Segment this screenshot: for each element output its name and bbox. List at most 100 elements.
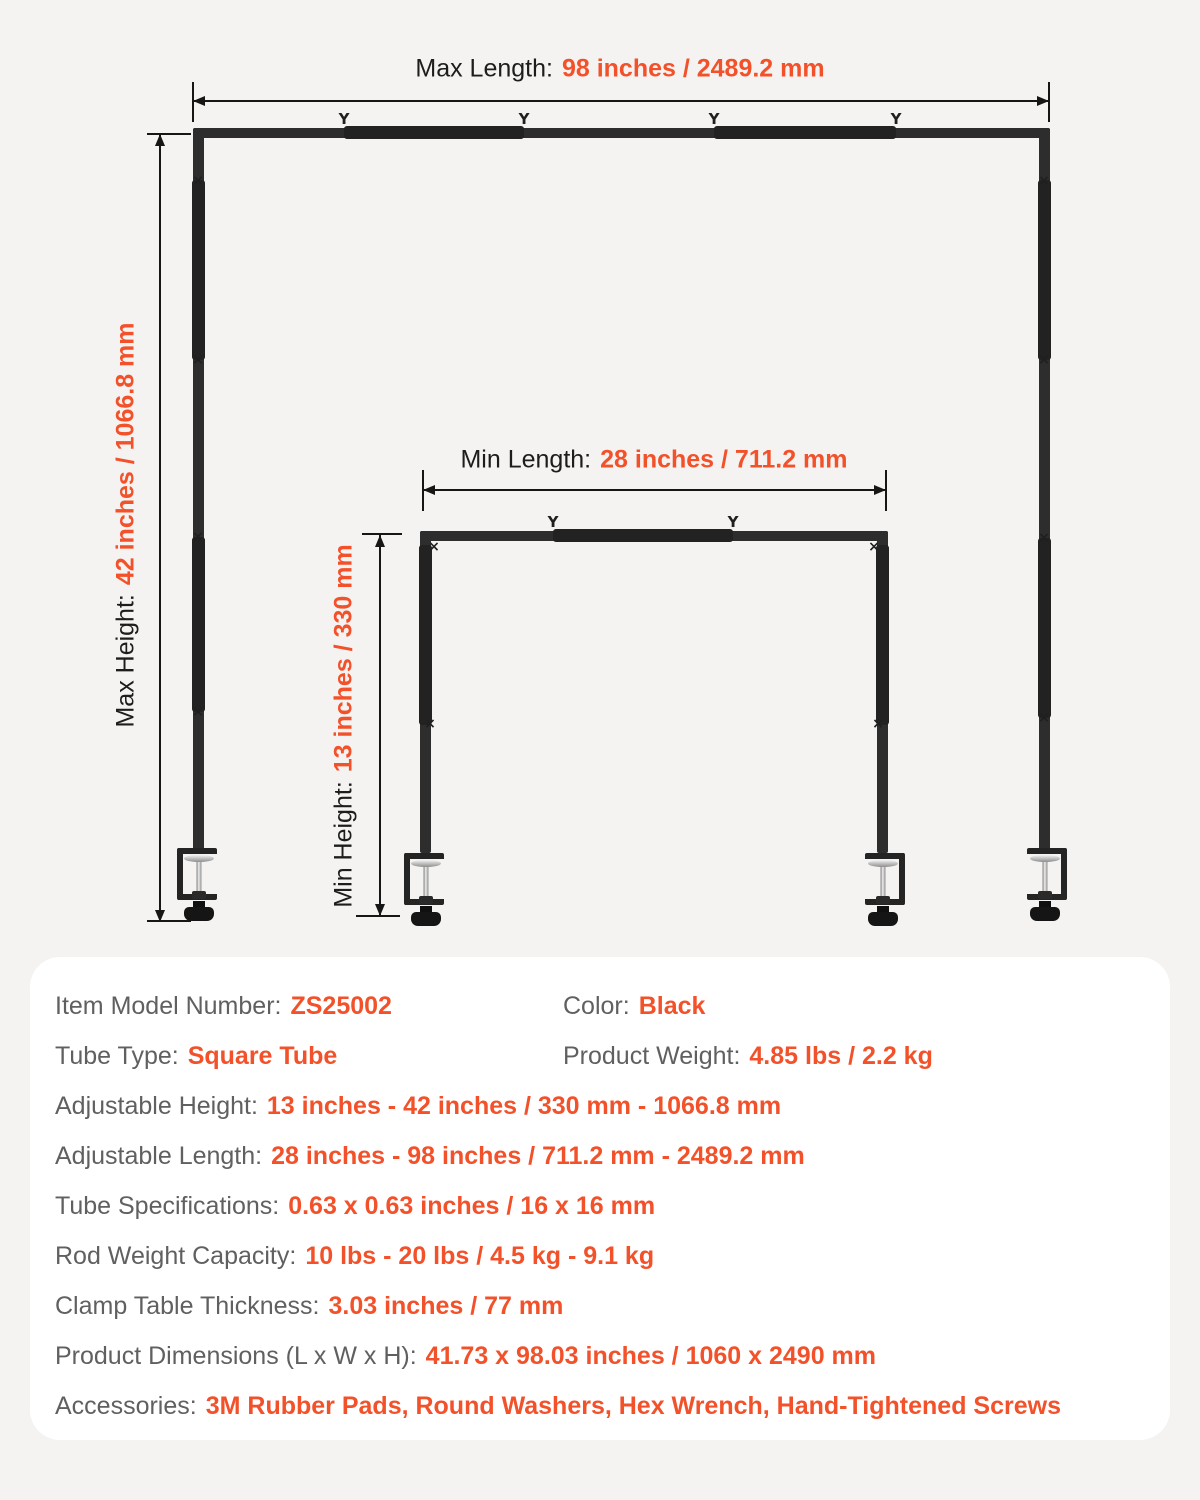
thumb-screw-icon: × <box>1038 530 1050 546</box>
thumb-screw-icon: Y <box>727 513 739 531</box>
spec-label: Tube Specifications: <box>55 1191 280 1220</box>
arrowhead-icon <box>375 535 385 547</box>
spec-card: Item Model Number: ZS25002 Color: Black … <box>30 957 1170 1440</box>
thumb-screw-icon: × <box>1038 710 1050 726</box>
spec-product-dimensions: Product Dimensions (L x W x H): 41.73 x … <box>55 1331 1145 1381</box>
thumb-screw-icon: × <box>1038 352 1050 368</box>
thumb-screw-icon: × <box>192 352 204 368</box>
table-clamp <box>176 846 222 926</box>
tube-joint <box>419 545 432 725</box>
thumb-screw-icon: Y <box>518 110 530 128</box>
spec-label: Product Weight: <box>563 1041 741 1070</box>
spec-value: 10 lbs - 20 lbs / 4.5 kg - 9.1 kg <box>305 1241 655 1270</box>
max-height-label: Max Height: 42 inches / 1066.8 mm <box>112 322 141 727</box>
clamp-knob-stem <box>877 906 889 914</box>
min-length-label: Min Length: 28 inches / 711.2 mm <box>460 446 847 475</box>
spec-value: 3.03 inches / 77 mm <box>328 1291 564 1320</box>
spec-adjustable-length: Adjustable Length: 28 inches - 98 inches… <box>55 1131 1145 1181</box>
clamp-washer <box>411 860 441 867</box>
clamp-washer <box>868 860 898 867</box>
thumb-screw-icon: Y <box>708 110 720 128</box>
tube-joint <box>192 180 205 360</box>
clamp-knob <box>411 912 441 926</box>
dimension-tick <box>1048 82 1050 122</box>
tube-joint <box>1038 180 1051 360</box>
min-height-label: Min Height: 13 inches / 330 mm <box>330 544 359 907</box>
spec-label: Tube Type: <box>55 1041 179 1070</box>
clamp-screw-rod <box>1042 859 1048 894</box>
dimension-tick <box>885 470 887 511</box>
thumb-screw-icon: × <box>192 529 204 545</box>
spec-tube-type: Tube Type: Square Tube <box>55 1031 563 1081</box>
max-frame-top-tube <box>193 128 1050 138</box>
dimension-label-text: Max Height: <box>111 594 140 728</box>
spec-item-model-number: Item Model Number: ZS25002 <box>55 981 563 1031</box>
clamp-knob <box>1030 907 1060 921</box>
spec-value: 3M Rubber Pads, Round Washers, Hex Wrenc… <box>205 1391 1061 1420</box>
dimension-value-text: 13 inches / 330 mm <box>329 544 358 773</box>
arrowhead-icon <box>193 96 205 106</box>
dimension-tick <box>362 533 402 535</box>
thumb-screw-icon: × <box>872 716 884 732</box>
spec-accessories: Accessories: 3M Rubber Pads, Round Washe… <box>55 1381 1145 1431</box>
tube-joint <box>553 529 733 542</box>
clamp-nut <box>1038 891 1052 899</box>
thumb-screw-icon: Y <box>338 110 350 128</box>
clamp-washer <box>1030 855 1060 862</box>
arrowhead-icon <box>1037 96 1049 106</box>
clamp-screw-rod <box>880 864 886 899</box>
dimension-tick <box>147 133 191 135</box>
spec-adjustable-height: Adjustable Height: 13 inches - 42 inches… <box>55 1081 1145 1131</box>
max-length-label: Max Length: 98 inches / 2489.2 mm <box>415 55 824 84</box>
min-height-dimension-line <box>379 535 381 916</box>
thumb-screw-icon: × <box>424 716 436 732</box>
arrowhead-icon <box>423 485 435 495</box>
clamp-nut <box>876 896 890 904</box>
spec-value: 4.85 lbs / 2.2 kg <box>749 1041 933 1070</box>
clamp-knob-stem <box>1039 901 1051 909</box>
spec-value: ZS25002 <box>290 991 392 1020</box>
tube-joint <box>714 126 896 139</box>
spec-value: 0.63 x 0.63 inches / 16 x 16 mm <box>288 1191 656 1220</box>
spec-rod-weight-capacity: Rod Weight Capacity: 10 lbs - 20 lbs / 4… <box>55 1231 1145 1281</box>
clamp-knob <box>184 907 214 921</box>
tube-joint <box>1038 538 1051 718</box>
thumb-screw-icon: × <box>192 173 204 189</box>
spec-label: Product Dimensions (L x W x H): <box>55 1341 417 1370</box>
dimension-label-text: Min Length: <box>460 445 592 474</box>
thumb-screw-icon: × <box>1038 173 1050 189</box>
tube-joint <box>344 126 524 139</box>
table-clamp <box>1022 846 1068 926</box>
clamp-nut <box>192 891 206 899</box>
spec-product-weight: Product Weight: 4.85 lbs / 2.2 kg <box>563 1031 1145 1081</box>
spec-grid: Item Model Number: ZS25002 Color: Black … <box>55 981 1145 1081</box>
max-frame-left-tube <box>193 128 204 850</box>
spec-label: Item Model Number: <box>55 991 282 1020</box>
spec-label: Accessories: <box>55 1391 197 1420</box>
tube-joint <box>876 545 889 725</box>
table-clamp <box>860 851 906 931</box>
thumb-screw-icon: Y <box>547 513 559 531</box>
spec-color: Color: Black <box>563 981 1145 1031</box>
max-frame-right-tube <box>1039 128 1050 850</box>
spec-label: Rod Weight Capacity: <box>55 1241 297 1270</box>
max-length-dimension-line <box>193 100 1049 102</box>
clamp-screw-rod <box>423 864 429 899</box>
thumb-screw-icon: × <box>868 539 880 555</box>
spec-tube-specifications: Tube Specifications: 0.63 x 0.63 inches … <box>55 1181 1145 1231</box>
dimension-tick <box>356 915 400 917</box>
thumb-screw-icon: × <box>192 704 204 720</box>
spec-label: Color: <box>563 991 630 1020</box>
min-length-dimension-line <box>423 489 886 491</box>
max-height-dimension-line <box>159 134 161 922</box>
dimension-label-text: Max Length: <box>415 54 553 83</box>
arrowhead-icon <box>155 134 165 146</box>
thumb-screw-icon: × <box>428 539 440 555</box>
spec-label: Adjustable Height: <box>55 1091 258 1120</box>
clamp-knob-stem <box>420 906 432 914</box>
dimension-value-text: 28 inches / 711.2 mm <box>600 445 848 474</box>
clamp-nut <box>419 896 433 904</box>
spec-label: Adjustable Length: <box>55 1141 263 1170</box>
clamp-knob-stem <box>193 901 205 909</box>
